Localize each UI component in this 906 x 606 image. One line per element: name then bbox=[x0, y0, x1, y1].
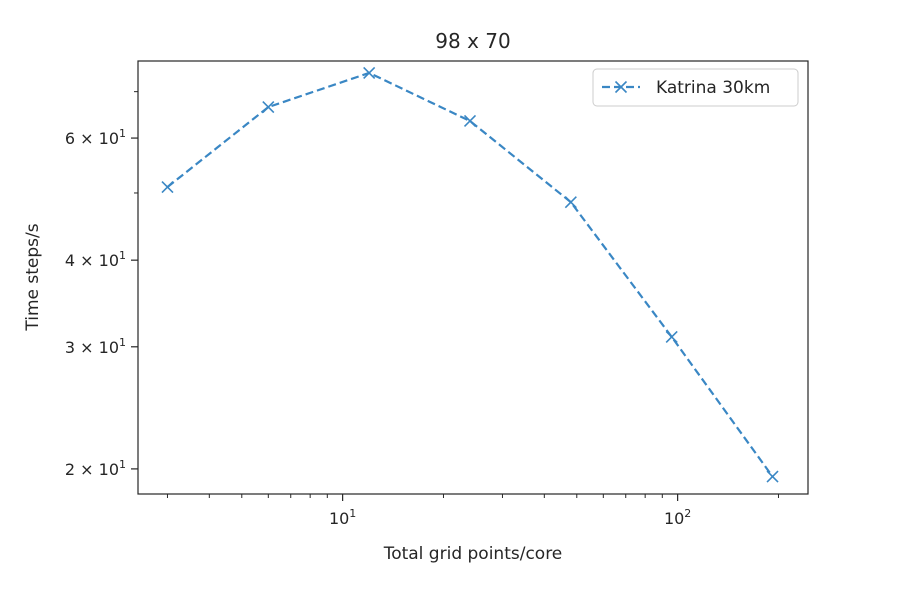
data-point bbox=[363, 66, 376, 79]
y-tick-label: 3 × 101 bbox=[65, 336, 126, 357]
x-axis-minor-ticks bbox=[166, 494, 779, 498]
series-markers bbox=[161, 66, 779, 483]
marker-stroke bbox=[665, 330, 678, 343]
y-axis-label: Time steps/s bbox=[23, 223, 43, 331]
y-tick-label: 2 × 101 bbox=[65, 458, 126, 479]
marker-stroke bbox=[161, 180, 174, 194]
marker-stroke bbox=[766, 470, 779, 483]
x-tick-label: 102 bbox=[664, 507, 691, 528]
x-tick-label: 101 bbox=[329, 507, 356, 528]
marker-stroke bbox=[363, 66, 376, 79]
legend-label: Katrina 30km bbox=[656, 78, 770, 98]
y-tick-label: 6 × 101 bbox=[65, 127, 126, 148]
y-axis-ticks: 2 × 101 3 × 101 4 × 101 6 × 101 bbox=[65, 127, 138, 479]
data-point bbox=[463, 114, 477, 128]
chart-title: 98 x 70 bbox=[435, 29, 510, 53]
legend-box bbox=[592, 68, 799, 107]
marker-stroke bbox=[262, 101, 275, 114]
data-point bbox=[665, 330, 678, 343]
legend: Katrina 30km bbox=[592, 68, 799, 107]
marker-stroke bbox=[463, 114, 477, 128]
data-point bbox=[161, 180, 174, 194]
y-tick-label: 4 × 101 bbox=[65, 249, 126, 270]
marker-stroke bbox=[614, 80, 628, 94]
plot-area bbox=[137, 60, 809, 495]
y-axis-minor-ticks bbox=[134, 91, 138, 194]
x-axis-ticks: 101 102 bbox=[329, 494, 691, 528]
x-axis-label: Total grid points/core bbox=[383, 544, 563, 564]
data-point bbox=[262, 101, 275, 114]
data-point bbox=[766, 470, 779, 483]
legend-x-marker bbox=[614, 80, 628, 94]
legend-marker bbox=[614, 80, 628, 94]
marker-stroke bbox=[564, 196, 577, 209]
data-point bbox=[564, 196, 577, 209]
